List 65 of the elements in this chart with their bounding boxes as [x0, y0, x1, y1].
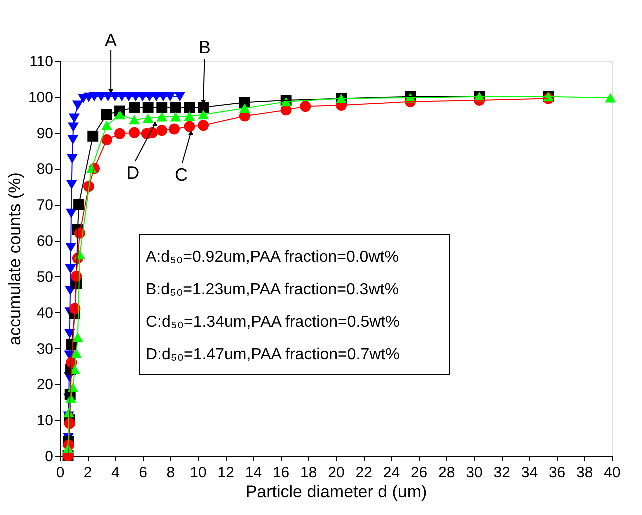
point — [88, 130, 99, 142]
y-tick-label: 70 — [36, 197, 54, 214]
y-tick-label: 110 — [30, 54, 54, 70]
point — [142, 102, 154, 114]
y-tick-label: 10 — [36, 412, 54, 430]
y-tick-label: 100 — [28, 89, 54, 106]
y-tick-label: 60 — [36, 233, 54, 250]
y-tick-label: 20 — [36, 376, 54, 394]
x-tick-label: 22 — [356, 464, 372, 482]
point — [66, 180, 78, 190]
x-tick-label: 30 — [466, 464, 483, 482]
point — [66, 154, 78, 164]
x-axis-title: Particle diameter d (um) — [246, 482, 428, 502]
annotation: A — [105, 30, 118, 50]
annotation: B — [198, 37, 211, 58]
point — [72, 100, 84, 110]
x-tick-label: 18 — [300, 464, 318, 482]
x-tick-label: 4 — [112, 464, 120, 482]
point — [170, 102, 182, 114]
point — [184, 102, 196, 114]
x-tick-label: 26 — [410, 464, 428, 482]
point — [74, 199, 85, 210]
point — [68, 122, 79, 132]
y-axis-title: accumulate counts (%) — [5, 172, 24, 346]
x-tick-label: 12 — [218, 464, 234, 482]
point — [65, 264, 76, 274]
x-tick-label: 40 — [604, 464, 621, 482]
point — [156, 102, 168, 114]
y-tick-label: 30 — [36, 340, 54, 358]
annotation: D — [126, 163, 140, 184]
y-tick-label: 50 — [36, 268, 54, 286]
x-tick-label: 24 — [383, 464, 400, 482]
point — [170, 112, 182, 122]
y-tick-label: 0 — [45, 448, 54, 466]
x-tick-label: 36 — [548, 464, 566, 482]
x-tick-label: 2 — [84, 464, 92, 482]
x-tick-label: 10 — [190, 464, 207, 482]
point — [69, 114, 80, 124]
point — [129, 102, 140, 114]
point — [605, 93, 616, 103]
point — [66, 208, 77, 218]
point — [101, 109, 112, 120]
point — [68, 135, 79, 145]
point — [164, 92, 176, 102]
annotation: B:d₅₀=1.23um,PAA fraction=0.3wt% — [146, 282, 399, 298]
x-tick-label: 14 — [245, 464, 262, 482]
y-tick-label: 40 — [36, 304, 54, 322]
x-tick-label: 0 — [56, 464, 65, 482]
annotation: A:d₅₀=0.92um,PAA fraction=0.0wt% — [146, 249, 399, 266]
x-tick-label: 16 — [272, 464, 290, 482]
x-tick-label: 34 — [521, 464, 538, 482]
annotation: C:d₅₀=1.34um,PAA fraction=0.5wt% — [146, 314, 400, 331]
point — [66, 242, 77, 252]
x-tick-label: 20 — [328, 464, 345, 482]
point — [156, 112, 168, 122]
x-tick-label: 8 — [166, 464, 176, 482]
y-tick-label: 90 — [36, 125, 54, 142]
x-tick-label: 38 — [576, 464, 594, 482]
y-tick-label: 80 — [36, 161, 54, 178]
annotation: D:d₅₀=1.47um,PAA fraction=0.7wt% — [146, 346, 400, 364]
annotation: C — [174, 164, 188, 185]
x-tick-label: 28 — [438, 464, 456, 482]
x-tick-label: 32 — [494, 464, 510, 482]
x-tick-label: 6 — [139, 464, 148, 482]
point — [174, 92, 186, 102]
